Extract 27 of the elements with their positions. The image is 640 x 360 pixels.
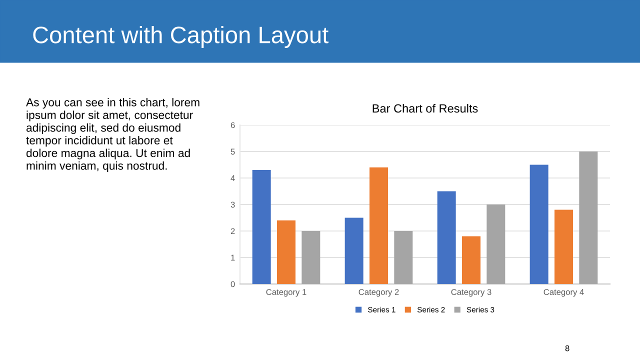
y-tick-label: 5 [230, 148, 235, 155]
x-tick-label: Category 3 [451, 289, 492, 297]
text: As you can see in this chart, lorem ipsum dolor sit amet, consectetur adipiscing elit, sed do eiusmod tempor incididunt ut labore et dolore magna aliqua. Ut enim ad minim veniam, quis nostrud. [26, 98, 200, 172]
bar [394, 231, 413, 284]
y-tick-label: 4 [230, 175, 235, 182]
bar [530, 164, 548, 284]
bar [579, 152, 598, 284]
y-tick-label: 2 [230, 228, 235, 234]
y-tick-label: 6 [230, 122, 235, 128]
bar [277, 220, 296, 284]
bar [344, 218, 364, 284]
bar [437, 191, 456, 284]
bar [302, 231, 320, 284]
chart-title: Bar Chart of Results [372, 104, 478, 113]
y-tick-label: 0 [230, 281, 235, 288]
x-tick-label: Category 1 [266, 289, 306, 297]
bar [462, 236, 480, 284]
text: Content with Caption Layout [33, 26, 328, 48]
y-tick-label: 3 [230, 202, 235, 208]
bar [554, 210, 573, 284]
x-tick-label: Category 4 [544, 289, 584, 297]
bar [370, 167, 388, 284]
bar [486, 204, 506, 284]
x-tick-label: Category 2 [358, 289, 399, 297]
y-tick-label: 1 [231, 254, 235, 261]
bar [252, 170, 271, 284]
text: 8 [565, 345, 570, 352]
